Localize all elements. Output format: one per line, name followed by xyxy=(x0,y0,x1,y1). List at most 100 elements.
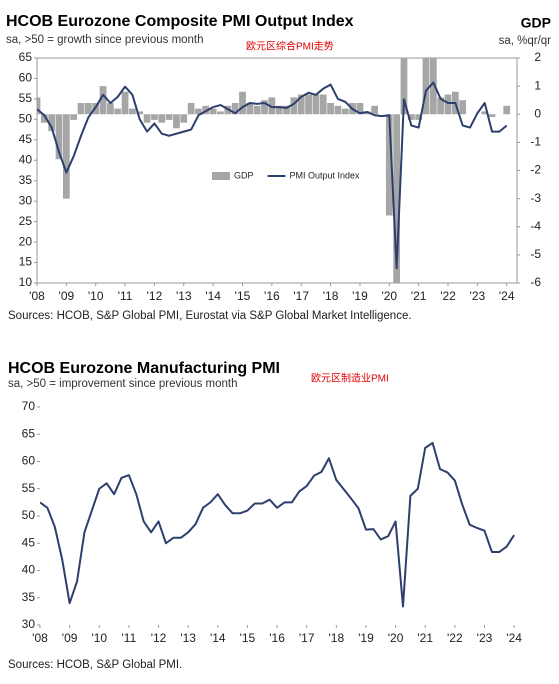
y-tick-label: 50 xyxy=(19,112,33,126)
plot-area xyxy=(37,58,511,283)
x-tick-label: '11 xyxy=(118,289,133,303)
bar xyxy=(290,97,298,115)
y2-tick-label: -3 xyxy=(530,191,541,205)
y2-tick-label: -2 xyxy=(530,163,541,177)
bar xyxy=(136,111,144,115)
bar xyxy=(297,94,305,115)
chart-subtitle: sa, >50 = growth since previous month xyxy=(6,34,204,46)
bar xyxy=(48,114,56,132)
bar xyxy=(121,91,129,115)
y-tick-label: 70 xyxy=(22,399,36,413)
source: Sources: HCOB, S&P Global PMI. xyxy=(8,659,182,671)
x-tick-label: '16 xyxy=(269,631,285,645)
x-tick-label: '17 xyxy=(293,289,309,303)
bar xyxy=(129,108,136,115)
y-tick-label: 30 xyxy=(22,617,36,631)
line xyxy=(40,441,515,608)
x-tick-label: '18 xyxy=(323,289,339,303)
bar xyxy=(202,105,210,115)
bar xyxy=(334,105,342,115)
x-tick-label: '22 xyxy=(447,631,463,645)
bar xyxy=(165,114,173,120)
y-tick-label: 60 xyxy=(19,71,33,85)
x-tick-label: '19 xyxy=(352,289,368,303)
bar xyxy=(385,114,393,216)
bar xyxy=(70,114,78,120)
bar xyxy=(231,103,239,115)
y-tick-label: 65 xyxy=(19,50,33,64)
y2-tick-label: 1 xyxy=(534,78,541,92)
bar xyxy=(158,114,166,123)
x-tick-label: '21 xyxy=(411,289,427,303)
y2-tick-label: -4 xyxy=(530,219,541,233)
y2-tick-label: 0 xyxy=(534,106,541,120)
x-tick-label: '20 xyxy=(381,289,397,303)
bar xyxy=(275,105,283,115)
chart-subtitle: sa, >50 = improvement since previous mon… xyxy=(8,378,237,390)
bar xyxy=(407,114,415,120)
x-tick-label: '12 xyxy=(151,631,167,645)
x-tick-label: '15 xyxy=(235,289,251,303)
x-tick-label: '14 xyxy=(210,631,226,645)
annotation: 欧元区综合PMI走势 xyxy=(246,40,334,53)
annotation: 欧元区制造业PMI xyxy=(311,372,389,385)
y2-tick-label: -6 xyxy=(530,275,541,289)
x-tick-label: '08 xyxy=(32,631,48,645)
x-tick-label: '13 xyxy=(180,631,196,645)
legend-swatch xyxy=(212,172,230,180)
bar xyxy=(37,97,41,115)
x-tick-label: '11 xyxy=(122,631,137,645)
y-tick-label: 60 xyxy=(22,454,36,468)
bar xyxy=(180,114,188,123)
y-tick-label: 55 xyxy=(19,91,33,105)
y-tick-label: 40 xyxy=(22,563,36,577)
bar xyxy=(217,111,224,115)
bar xyxy=(261,100,268,115)
bar xyxy=(393,114,401,283)
x-tick-label: '10 xyxy=(91,631,107,645)
y-tick-label: 25 xyxy=(19,214,33,228)
bar xyxy=(151,114,158,120)
x-tick-label: '15 xyxy=(240,631,256,645)
bar xyxy=(481,111,489,115)
x-tick-label: '17 xyxy=(299,631,315,645)
bar xyxy=(437,97,445,115)
bar xyxy=(143,114,151,123)
y-tick-label: 30 xyxy=(19,193,33,207)
y-tick-label: 50 xyxy=(22,508,36,522)
bar xyxy=(305,94,312,115)
y-tick-label: 40 xyxy=(19,152,33,166)
y-tick-label: 45 xyxy=(22,535,36,549)
bar xyxy=(312,94,320,115)
bar xyxy=(503,105,511,115)
x-tick-label: '14 xyxy=(205,289,221,303)
x-tick-label: '20 xyxy=(388,631,404,645)
bar xyxy=(99,86,107,115)
source: Sources: HCOB, S&P Global PMI, Eurostat … xyxy=(8,310,412,322)
y2-tick-label: -5 xyxy=(530,247,541,261)
bar xyxy=(85,103,92,115)
legend-label: PMI Output Index xyxy=(290,170,361,180)
bar xyxy=(283,105,290,115)
bar xyxy=(114,108,122,115)
bar xyxy=(459,100,467,115)
bar xyxy=(173,114,180,129)
y-tick-label: 35 xyxy=(19,173,33,187)
bar xyxy=(415,114,423,120)
bar xyxy=(371,105,378,115)
y2-tick-label: -1 xyxy=(530,135,541,149)
x-tick-label: '23 xyxy=(477,631,493,645)
legend-label: GDP xyxy=(234,170,254,180)
bar xyxy=(239,91,246,115)
bar xyxy=(422,58,430,115)
bar xyxy=(253,105,261,115)
x-tick-label: '22 xyxy=(440,289,456,303)
bar xyxy=(62,114,70,199)
y-tick-label: 45 xyxy=(19,132,33,146)
y2-tick-label: 2 xyxy=(534,50,541,64)
chart-title: HCOB Eurozone Manufacturing PMI xyxy=(8,360,280,377)
bar xyxy=(246,103,254,115)
y-tick-label: 20 xyxy=(19,234,33,248)
x-tick-label: '09 xyxy=(62,631,78,645)
